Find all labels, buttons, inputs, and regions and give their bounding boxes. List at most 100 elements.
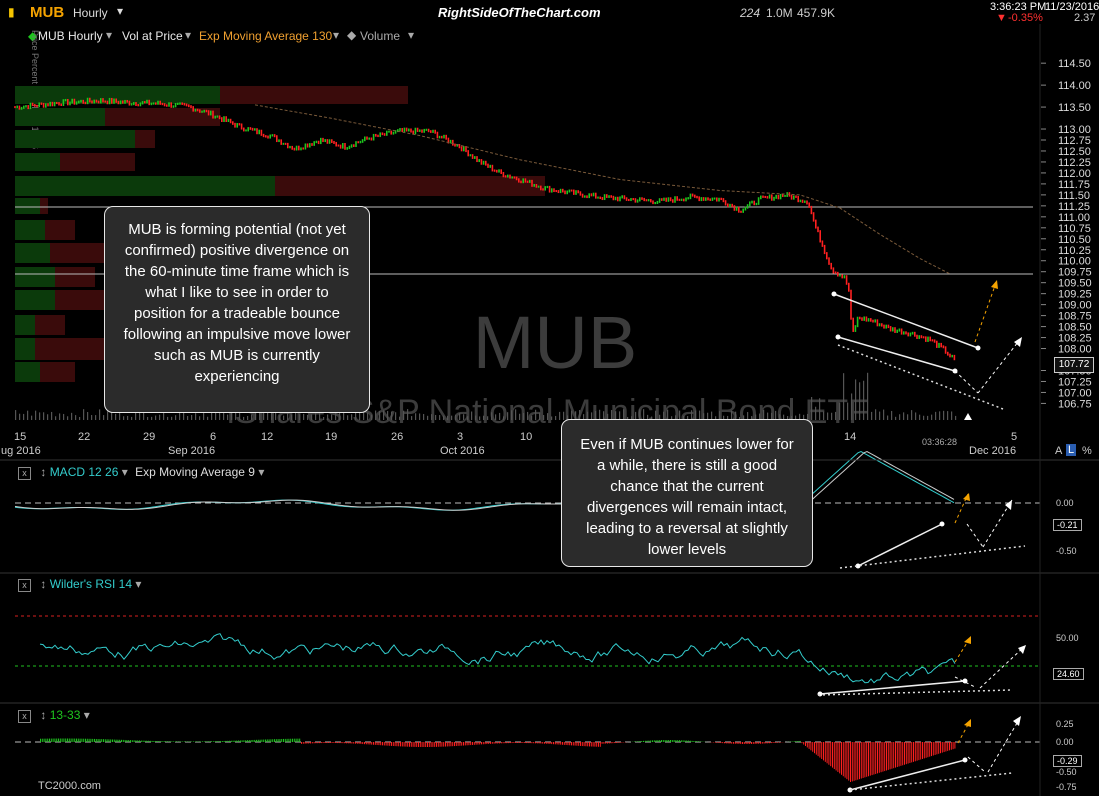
osc-bar [139, 740, 140, 742]
osc-bar [601, 742, 603, 744]
osc-bar [722, 742, 724, 744]
macd-signal-title[interactable]: Exp Moving Average 9 [135, 465, 255, 479]
interval-dropdown-icon[interactable]: ▾ [117, 4, 124, 18]
volume-bar [227, 414, 229, 420]
osc-bar [117, 739, 119, 742]
volume-bar [723, 415, 725, 420]
volume-bar [591, 412, 593, 420]
osc-bar [380, 742, 382, 746]
osc-bar [952, 742, 954, 750]
volume-bar [27, 410, 29, 420]
close-icon[interactable]: x [18, 467, 31, 480]
ema-dropdown-icon[interactable]: ▾ [333, 28, 340, 42]
osc-bar [418, 742, 419, 747]
x-tick: 12 [261, 431, 274, 443]
osc-bar [58, 738, 59, 742]
osc-bar [347, 742, 349, 744]
osc-title[interactable]: 13-33 [49, 708, 81, 722]
macd-title[interactable]: MACD 12 26 [49, 465, 119, 479]
volume-bar [535, 409, 537, 420]
osc-bar [283, 738, 284, 742]
close-icon[interactable]: x [18, 710, 31, 723]
scale-log-button[interactable]: L [1066, 444, 1077, 456]
interval-selector[interactable]: Hourly [73, 6, 108, 20]
rsi-dropdown-icon[interactable]: ▾ [135, 577, 142, 591]
osc-bar [821, 742, 823, 759]
osc-bar [315, 742, 317, 744]
volume-bar [387, 411, 389, 420]
rsi-title[interactable]: Wilder's RSI 14 [49, 577, 132, 591]
osc-bar [369, 742, 371, 745]
drag-handle-icon[interactable]: ↕ [40, 465, 47, 479]
osc-bar [592, 742, 594, 747]
osc-bar [565, 742, 567, 746]
volume-bar [351, 414, 353, 420]
ticker-symbol[interactable]: MUB [30, 4, 65, 21]
volume-bar [287, 411, 289, 420]
osc-bar [428, 742, 430, 747]
volume-bar [95, 415, 97, 420]
legend-series-price[interactable]: MUB Hourly [38, 29, 103, 43]
volume-dropdown-icon[interactable]: ▾ [408, 28, 415, 42]
osc-bar [365, 742, 367, 745]
osc-bar [693, 740, 695, 742]
osc-bar [571, 742, 572, 746]
scale-auto-button[interactable]: A [1055, 445, 1063, 457]
osc-bar [400, 742, 401, 747]
clock-date: 11/23/2016 [1045, 1, 1099, 13]
scale-percent-button[interactable]: % [1082, 445, 1092, 457]
osc-bar [268, 739, 270, 742]
osc-bar [266, 739, 268, 742]
osc-bar [740, 742, 742, 744]
vap-dropdown-icon[interactable]: ▾ [185, 28, 192, 42]
volume-bar [143, 411, 145, 420]
drag-handle-icon[interactable]: ↕ [40, 708, 47, 722]
close-icon[interactable]: x [18, 579, 31, 592]
osc-bar [873, 742, 875, 775]
legend-series-vap[interactable]: Vol at Price [122, 29, 183, 43]
osc-bar [652, 740, 653, 742]
x-tick: 14 [844, 431, 857, 443]
site-name: RightSideOfTheChart.com [438, 5, 601, 20]
stat-a: 224 [740, 6, 761, 20]
stat-c: 457.9K [797, 6, 836, 20]
osc-bar [173, 741, 175, 742]
osc-bar [295, 738, 297, 742]
osc-dropdown-icon[interactable]: ▾ [83, 708, 90, 722]
legend-series-ema[interactable]: Exp Moving Average 130 [199, 29, 333, 43]
macd-tick: -0.50 [1056, 546, 1077, 556]
volume-bar [847, 402, 849, 420]
volume-bar [103, 415, 105, 420]
macd-dropdown-icon[interactable]: ▾ [121, 465, 128, 479]
volume-bar [623, 409, 625, 420]
osc-bar [311, 742, 313, 744]
osc-bar [844, 742, 846, 778]
osc-bar [468, 742, 470, 746]
osc-bar [797, 741, 799, 742]
signal-dropdown-icon[interactable]: ▾ [258, 465, 265, 479]
osc-bar [754, 742, 756, 744]
legend-series-volume[interactable]: Volume [360, 29, 401, 43]
volume-bar [199, 416, 201, 420]
price-series [14, 97, 956, 361]
x-tick: 19 [325, 431, 338, 443]
osc-bar [828, 742, 830, 765]
drag-handle-icon[interactable]: ↕ [40, 577, 47, 591]
osc-bar [567, 742, 569, 746]
osc-bar [387, 742, 389, 746]
volume-bar [99, 409, 101, 420]
osc-bar [277, 739, 279, 742]
volume-bar [667, 409, 669, 420]
osc-bar [83, 738, 85, 742]
osc-bar [128, 740, 130, 742]
osc-bar [794, 741, 796, 742]
osc-bar [918, 742, 920, 761]
volume-bar [687, 416, 689, 420]
osc-bar [320, 742, 322, 744]
volume-bar [735, 411, 737, 420]
legend-dropdown-icon[interactable]: ▾ [106, 28, 113, 42]
osc-bar [122, 739, 124, 742]
osc-bar [410, 742, 412, 747]
volume-bar [123, 416, 125, 420]
volume-bar [291, 414, 293, 420]
